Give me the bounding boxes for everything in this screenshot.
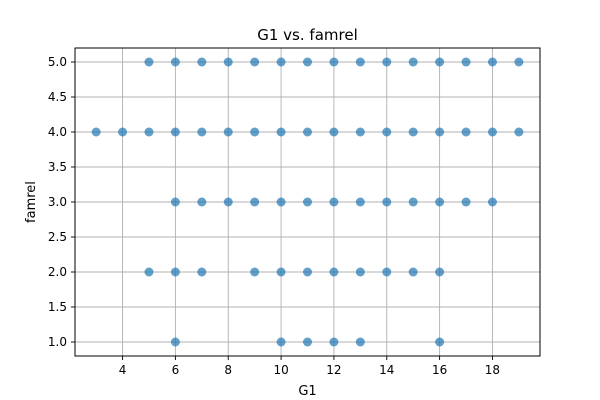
data-point xyxy=(144,267,154,277)
data-point xyxy=(223,197,233,207)
data-point xyxy=(355,267,365,277)
x-tick-label: 12 xyxy=(326,363,341,377)
data-point xyxy=(170,267,180,277)
data-point xyxy=(250,57,260,67)
y-axis-ticks: 1.0 1.5 2.0 2.5 3.0 3.5 4.0 4.5 5.0 xyxy=(48,55,75,349)
data-point xyxy=(355,57,365,67)
x-axis-label: G1 xyxy=(298,384,316,399)
data-point xyxy=(276,337,286,347)
data-point xyxy=(461,57,471,67)
data-point xyxy=(91,127,101,137)
data-point xyxy=(382,267,392,277)
y-tick-label: 4.0 xyxy=(48,125,67,139)
data-point xyxy=(382,57,392,67)
x-tick-label: 18 xyxy=(485,363,500,377)
data-point xyxy=(408,197,418,207)
data-point xyxy=(197,127,207,137)
data-point xyxy=(144,57,154,67)
data-point xyxy=(276,267,286,277)
data-point xyxy=(355,337,365,347)
data-point xyxy=(276,57,286,67)
data-points xyxy=(91,57,524,347)
y-tick-label: 3.5 xyxy=(48,160,67,174)
x-tick-label: 14 xyxy=(379,363,394,377)
chart-title: G1 vs. famrel xyxy=(257,26,357,44)
data-point xyxy=(435,267,445,277)
y-tick-label: 3.0 xyxy=(48,195,67,209)
data-point xyxy=(408,57,418,67)
data-point xyxy=(514,57,524,67)
data-point xyxy=(408,267,418,277)
y-tick-label: 2.5 xyxy=(48,230,67,244)
data-point xyxy=(144,127,154,137)
data-point xyxy=(329,57,339,67)
data-point xyxy=(118,127,128,137)
data-point xyxy=(197,267,207,277)
data-point xyxy=(461,127,471,137)
data-point xyxy=(197,57,207,67)
data-point xyxy=(487,197,497,207)
data-point xyxy=(170,337,180,347)
data-point xyxy=(223,57,233,67)
x-tick-label: 16 xyxy=(432,363,447,377)
y-tick-label: 1.0 xyxy=(48,335,67,349)
data-point xyxy=(514,127,524,137)
data-point xyxy=(435,57,445,67)
x-axis-ticks: 4 6 8 10 12 14 16 18 xyxy=(119,356,500,377)
data-point xyxy=(461,197,471,207)
data-point xyxy=(435,337,445,347)
data-point xyxy=(435,127,445,137)
data-point xyxy=(303,57,312,67)
data-point xyxy=(329,337,339,347)
y-axis-label: famrel xyxy=(24,181,39,223)
y-tick-label: 5.0 xyxy=(48,55,67,69)
y-tick-label: 2.0 xyxy=(48,265,67,279)
data-point xyxy=(170,57,180,67)
data-point xyxy=(408,127,418,137)
data-point xyxy=(303,337,312,347)
data-point xyxy=(382,127,392,137)
x-tick-label: 10 xyxy=(273,363,288,377)
data-point xyxy=(329,267,339,277)
data-point xyxy=(303,267,312,277)
data-point xyxy=(250,197,260,207)
data-point xyxy=(250,267,260,277)
data-point xyxy=(329,127,339,137)
data-point xyxy=(197,197,207,207)
x-tick-label: 8 xyxy=(224,363,232,377)
x-tick-label: 6 xyxy=(172,363,180,377)
data-point xyxy=(223,127,233,137)
data-point xyxy=(355,197,365,207)
data-point xyxy=(382,197,392,207)
data-point xyxy=(276,197,286,207)
data-point xyxy=(303,197,312,207)
data-point xyxy=(170,197,180,207)
data-point xyxy=(276,127,286,137)
y-tick-label: 1.5 xyxy=(48,300,67,314)
data-point xyxy=(250,127,260,137)
data-point xyxy=(329,197,339,207)
data-point xyxy=(170,127,180,137)
data-point xyxy=(487,57,497,67)
y-tick-label: 4.5 xyxy=(48,90,67,104)
data-point xyxy=(303,127,312,137)
data-point xyxy=(355,127,365,137)
x-tick-label: 4 xyxy=(119,363,127,377)
data-point xyxy=(435,197,445,207)
data-point xyxy=(487,127,497,137)
